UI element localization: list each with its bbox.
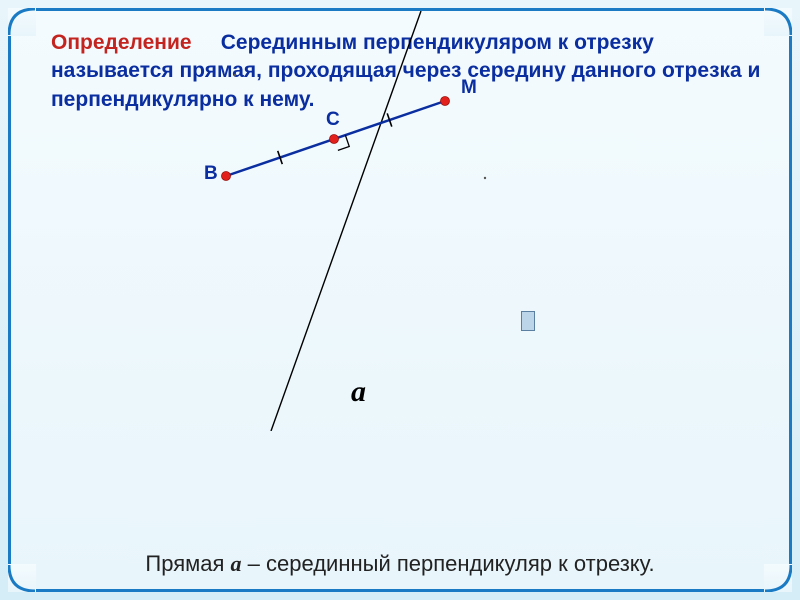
line-a-label: a: [351, 375, 366, 408]
stray-dot: [484, 177, 486, 179]
caption-dash: –: [242, 551, 266, 576]
svg-text:С: С: [326, 109, 340, 130]
line-a: [271, 11, 421, 431]
caption-prefix: Прямая: [145, 551, 230, 576]
geometry-diagram: В С М a: [21, 11, 781, 431]
svg-text:М: М: [461, 77, 477, 98]
point-m: М: [441, 77, 477, 106]
decorator-rect-icon: [521, 311, 535, 331]
point-b: В: [204, 163, 231, 184]
caption-line-symbol: a: [231, 551, 242, 576]
stray-dot: [234, 74, 236, 76]
caption: Прямая a – серединный перпендикуляр к от…: [11, 551, 789, 577]
svg-text:В: В: [204, 163, 218, 184]
slide-frame: Определение Серединным перпендикуляром к…: [8, 8, 792, 592]
point-c: С: [326, 109, 340, 144]
caption-suffix: серединный перпендикуляр к отрезку.: [266, 551, 655, 576]
